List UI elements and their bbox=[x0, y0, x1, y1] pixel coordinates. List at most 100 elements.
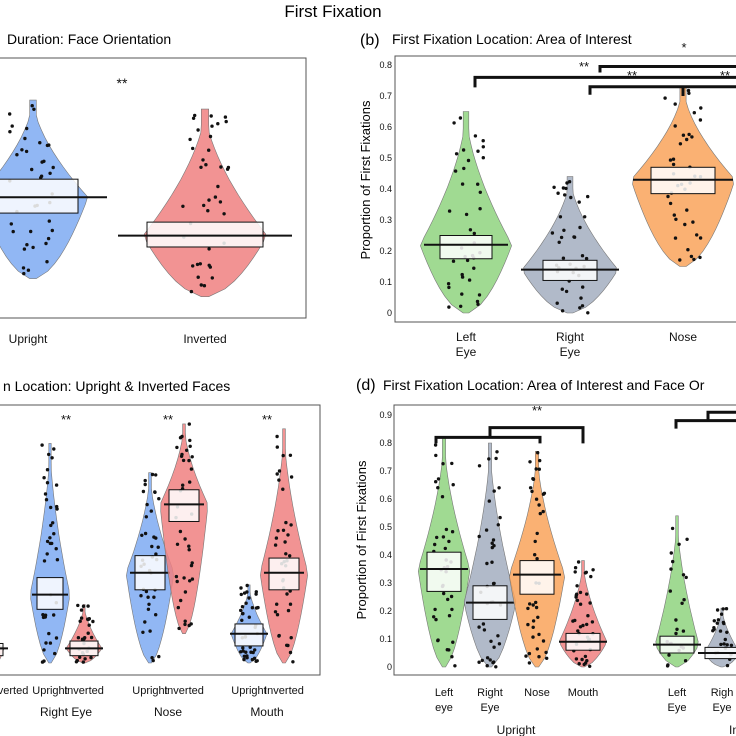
data-point bbox=[695, 233, 699, 237]
data-point bbox=[51, 165, 55, 170]
data-point bbox=[490, 545, 494, 550]
data-point bbox=[447, 285, 451, 290]
data-point bbox=[531, 603, 535, 607]
data-point bbox=[208, 265, 212, 269]
data-point bbox=[177, 626, 181, 631]
data-point bbox=[209, 114, 213, 118]
y-tick: 0 bbox=[387, 662, 392, 672]
data-point bbox=[89, 655, 93, 660]
data-point bbox=[690, 135, 694, 139]
group-label: Upright bbox=[497, 723, 536, 736]
data-point bbox=[674, 217, 678, 221]
data-point bbox=[83, 657, 87, 661]
significance-marker: ** bbox=[163, 412, 173, 427]
data-point bbox=[698, 236, 703, 240]
data-point bbox=[256, 605, 260, 610]
data-point bbox=[464, 212, 469, 217]
data-point bbox=[588, 601, 592, 605]
data-point bbox=[22, 247, 27, 251]
x-tick-aoi: Right Eye bbox=[556, 330, 585, 359]
panel-b-area-of-interest: (b) First Fixation Location: Area of Int… bbox=[358, 31, 736, 359]
y-tick: 0.1 bbox=[379, 277, 392, 287]
x-tick-aoi-orientation: Left Eye bbox=[668, 687, 687, 714]
data-point bbox=[174, 574, 179, 579]
x-tick-orientation: Upright bbox=[32, 685, 67, 697]
data-point bbox=[460, 275, 465, 279]
x-tick-aoi-orientation: Nose bbox=[524, 687, 550, 699]
data-point bbox=[496, 634, 500, 638]
data-point bbox=[140, 533, 144, 537]
data-point bbox=[45, 468, 50, 472]
x-tick-orientation: Inverted bbox=[164, 685, 204, 697]
data-point bbox=[240, 618, 244, 622]
data-point bbox=[86, 604, 90, 608]
data-point bbox=[485, 664, 489, 668]
data-point bbox=[219, 165, 223, 169]
data-point bbox=[481, 139, 485, 143]
data-point bbox=[721, 607, 725, 611]
y-tick: 0.7 bbox=[379, 91, 392, 101]
data-point bbox=[534, 605, 539, 610]
data-point bbox=[55, 558, 60, 562]
data-point bbox=[284, 552, 288, 556]
data-point bbox=[80, 637, 85, 642]
data-point bbox=[719, 642, 723, 647]
y-tick: 0.9 bbox=[379, 410, 392, 420]
data-point bbox=[485, 561, 489, 566]
cat-aoi-orientation-box bbox=[426, 551, 462, 592]
data-point bbox=[42, 659, 46, 663]
data-point bbox=[47, 143, 51, 147]
data-point bbox=[207, 198, 211, 202]
data-point bbox=[147, 602, 151, 606]
data-point bbox=[527, 661, 532, 665]
y-tick: 0.8 bbox=[379, 438, 392, 448]
data-point bbox=[183, 537, 187, 541]
data-point bbox=[531, 625, 535, 629]
data-point bbox=[478, 190, 482, 194]
data-point bbox=[533, 539, 537, 544]
data-point bbox=[580, 254, 585, 258]
data-point bbox=[54, 547, 58, 551]
data-point bbox=[154, 473, 158, 477]
data-point bbox=[560, 287, 564, 291]
data-point bbox=[188, 444, 192, 448]
data-point bbox=[42, 476, 46, 480]
data-point bbox=[447, 614, 452, 618]
x-tick-orientation: nverted bbox=[0, 685, 28, 697]
data-point bbox=[47, 219, 51, 223]
panel-b-frame bbox=[394, 55, 736, 323]
data-point bbox=[687, 91, 691, 96]
data-point bbox=[274, 536, 279, 540]
data-point bbox=[189, 289, 194, 294]
data-point bbox=[531, 477, 535, 481]
data-point bbox=[150, 472, 155, 477]
figure-title: First Fixation bbox=[284, 2, 381, 21]
data-point bbox=[202, 284, 207, 288]
y-tick: 0.5 bbox=[379, 153, 392, 163]
data-point bbox=[459, 304, 463, 308]
data-point bbox=[8, 112, 12, 116]
data-point bbox=[534, 600, 538, 605]
x-tick-upright: Upright bbox=[9, 332, 48, 346]
data-point bbox=[188, 438, 192, 443]
data-point bbox=[251, 650, 255, 655]
group-label: Nose bbox=[154, 705, 182, 719]
data-point bbox=[143, 482, 147, 487]
data-point bbox=[674, 631, 678, 636]
data-point bbox=[202, 203, 206, 208]
x-tick-aoi-orientation: Mouth bbox=[568, 687, 599, 699]
data-point bbox=[497, 486, 501, 490]
data-point bbox=[591, 568, 595, 572]
data-point bbox=[22, 271, 26, 276]
y-tick: 0.7 bbox=[379, 466, 392, 476]
data-point bbox=[574, 657, 579, 661]
data-point bbox=[477, 293, 482, 297]
data-point bbox=[712, 619, 716, 623]
x-tick-orientation: Inverted bbox=[264, 685, 304, 697]
data-point bbox=[443, 546, 447, 551]
data-point bbox=[442, 591, 446, 596]
data-point bbox=[144, 589, 149, 594]
data-point bbox=[555, 301, 559, 305]
data-point bbox=[725, 630, 729, 634]
data-point bbox=[254, 592, 258, 596]
